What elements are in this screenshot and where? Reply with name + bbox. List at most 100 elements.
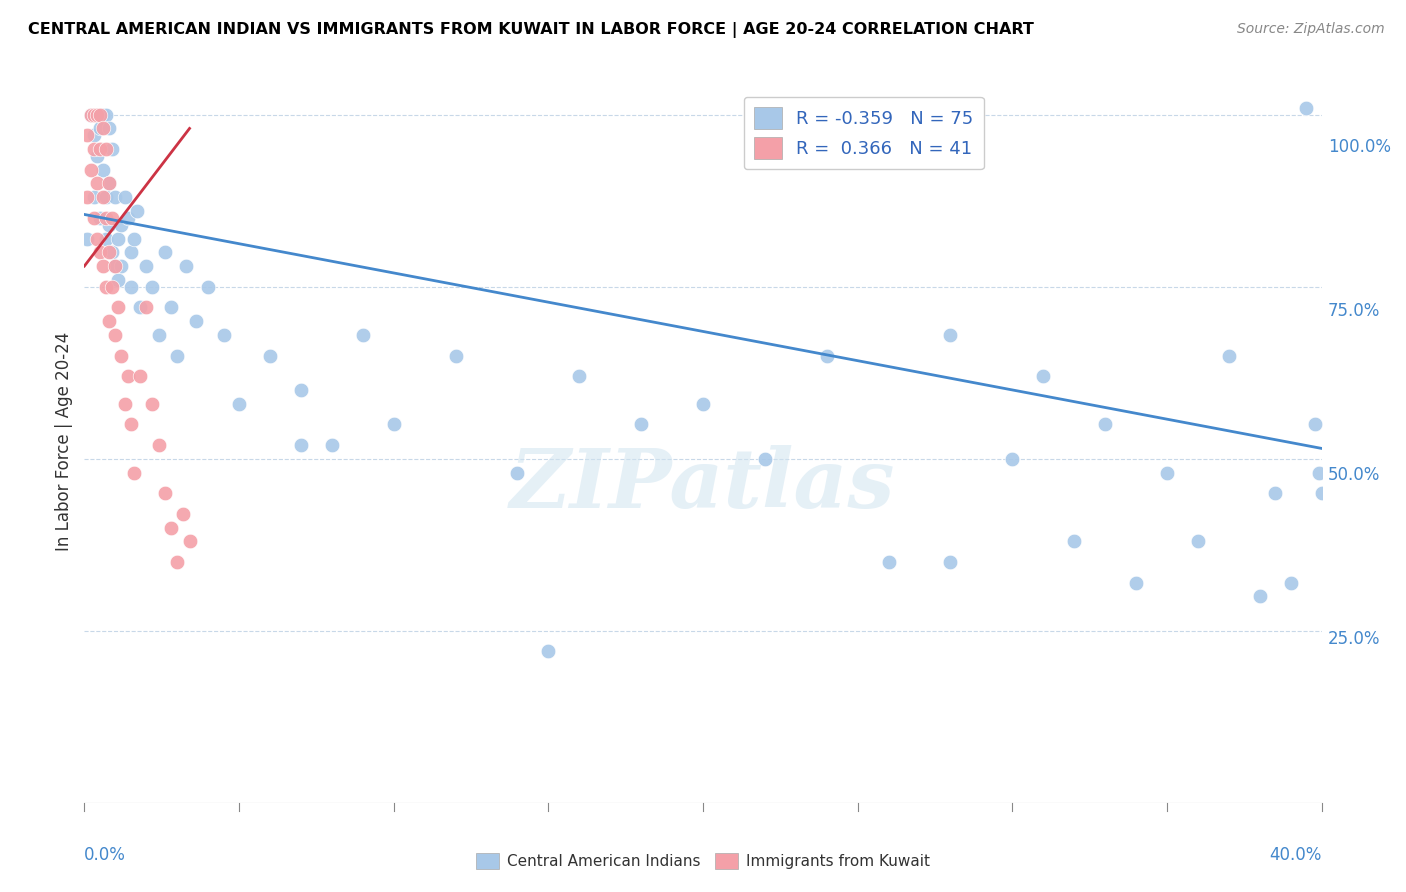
Point <box>1295 101 1317 115</box>
Point <box>94 211 117 225</box>
Point <box>197 279 219 293</box>
Point <box>94 190 117 204</box>
Point <box>290 438 312 452</box>
Text: 0.0%: 0.0% <box>84 847 127 864</box>
Point <box>104 190 127 204</box>
Point <box>89 121 111 136</box>
Point <box>83 128 105 143</box>
Point <box>506 466 529 480</box>
Point <box>89 108 111 122</box>
Text: 40.0%: 40.0% <box>1270 847 1322 864</box>
Point <box>1310 486 1333 500</box>
Point <box>321 438 343 452</box>
Point <box>1094 417 1116 432</box>
Y-axis label: In Labor Force | Age 20-24: In Labor Force | Age 20-24 <box>55 332 73 551</box>
Point <box>91 259 114 273</box>
Point <box>172 507 194 521</box>
Point <box>98 177 121 191</box>
Point <box>83 190 105 204</box>
Point <box>176 259 198 273</box>
Point <box>114 397 136 411</box>
Point <box>1279 575 1302 590</box>
Point <box>166 349 188 363</box>
Point <box>1125 575 1147 590</box>
Point <box>107 273 129 287</box>
Text: CENTRAL AMERICAN INDIAN VS IMMIGRANTS FROM KUWAIT IN LABOR FORCE | AGE 20-24 COR: CENTRAL AMERICAN INDIAN VS IMMIGRANTS FR… <box>28 22 1033 38</box>
Point <box>129 301 152 315</box>
Point <box>1305 417 1327 432</box>
Point <box>98 314 121 328</box>
Legend: Central American Indians, Immigrants from Kuwait: Central American Indians, Immigrants fro… <box>470 847 936 875</box>
Point <box>877 555 900 569</box>
Text: Source: ZipAtlas.com: Source: ZipAtlas.com <box>1237 22 1385 37</box>
Point <box>1063 534 1085 549</box>
Point <box>94 108 117 122</box>
Point <box>94 231 117 245</box>
Point <box>91 121 114 136</box>
Point <box>1187 534 1209 549</box>
Point <box>107 301 129 315</box>
Point <box>104 259 127 273</box>
Point <box>86 231 108 245</box>
Legend: R = -0.359   N = 75, R =  0.366   N = 41: R = -0.359 N = 75, R = 0.366 N = 41 <box>744 96 984 169</box>
Point <box>89 142 111 156</box>
Point <box>1001 451 1024 466</box>
Point <box>83 142 105 156</box>
Point <box>352 327 374 342</box>
Point <box>86 149 108 163</box>
Point <box>76 128 98 143</box>
Point <box>114 190 136 204</box>
Point <box>815 349 838 363</box>
Text: ZIPatlas: ZIPatlas <box>510 445 896 524</box>
Point <box>259 349 281 363</box>
Point <box>135 259 157 273</box>
Point <box>153 245 176 260</box>
Point <box>79 108 101 122</box>
Text: 100.0%: 100.0% <box>1327 138 1391 156</box>
Point <box>83 108 105 122</box>
Point <box>939 327 962 342</box>
Point <box>148 327 170 342</box>
Point <box>86 108 108 122</box>
Point <box>110 218 132 232</box>
Point <box>110 349 132 363</box>
Point <box>101 245 124 260</box>
Point <box>76 190 98 204</box>
Point <box>129 369 152 384</box>
Point <box>98 218 121 232</box>
Point <box>1249 590 1271 604</box>
Point <box>166 555 188 569</box>
Point <box>98 177 121 191</box>
Point <box>160 520 183 534</box>
Point <box>122 231 145 245</box>
Point <box>101 279 124 293</box>
Point <box>86 177 108 191</box>
Point <box>1156 466 1178 480</box>
Point <box>125 204 148 219</box>
Point <box>692 397 714 411</box>
Point <box>160 301 183 315</box>
Point <box>91 162 114 177</box>
Point <box>120 417 142 432</box>
Point <box>101 142 124 156</box>
Point <box>98 245 121 260</box>
Point <box>117 369 139 384</box>
Point <box>89 211 111 225</box>
Point <box>382 417 405 432</box>
Text: 50.0%: 50.0% <box>1327 467 1381 484</box>
Point <box>153 486 176 500</box>
Point <box>79 162 101 177</box>
Point <box>135 301 157 315</box>
Point <box>1264 486 1286 500</box>
Point <box>94 279 117 293</box>
Point <box>120 279 142 293</box>
Point <box>141 397 163 411</box>
Point <box>184 314 207 328</box>
Point <box>101 211 124 225</box>
Point <box>98 121 121 136</box>
Point <box>104 259 127 273</box>
Point <box>110 259 132 273</box>
Point <box>141 279 163 293</box>
Point <box>290 383 312 397</box>
Point <box>104 327 127 342</box>
